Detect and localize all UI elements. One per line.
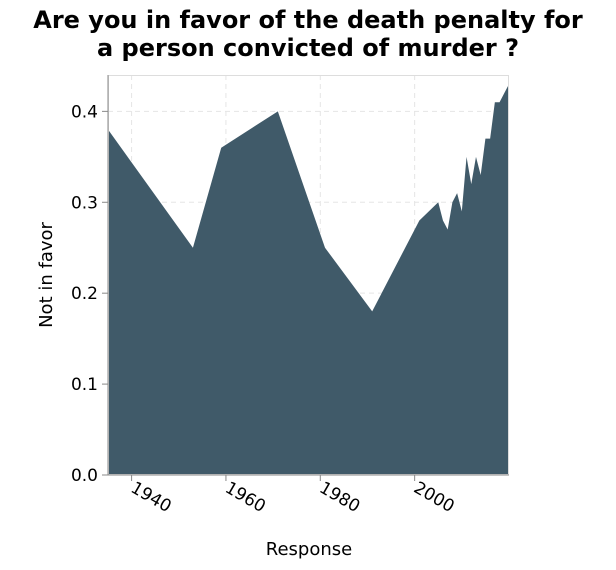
y-tick-label: 0.0 xyxy=(71,466,98,486)
chart-title: Are you in favor of the death penalty fo… xyxy=(0,6,616,62)
chart-title-line-2: a person convicted of murder ? xyxy=(96,34,520,62)
x-tick-label: 1940 xyxy=(127,478,174,517)
axes xyxy=(102,75,509,481)
x-tick-label: 1960 xyxy=(221,478,268,517)
chart-title-line-1: Are you in favor of the death penalty fo… xyxy=(33,6,583,34)
area-series xyxy=(108,84,509,475)
y-axis-title: Not in favor xyxy=(36,221,57,327)
area-series-1 xyxy=(108,84,509,475)
y-tick-label: 0.3 xyxy=(71,193,98,213)
y-tick-label: 0.2 xyxy=(71,284,98,304)
y-tick-label: 0.1 xyxy=(71,375,98,395)
y-tick-label: 0.4 xyxy=(71,102,98,122)
x-tick-label: 2000 xyxy=(410,478,457,517)
x-tick-label: 1980 xyxy=(316,478,363,517)
x-axis-title: Response xyxy=(266,539,352,560)
